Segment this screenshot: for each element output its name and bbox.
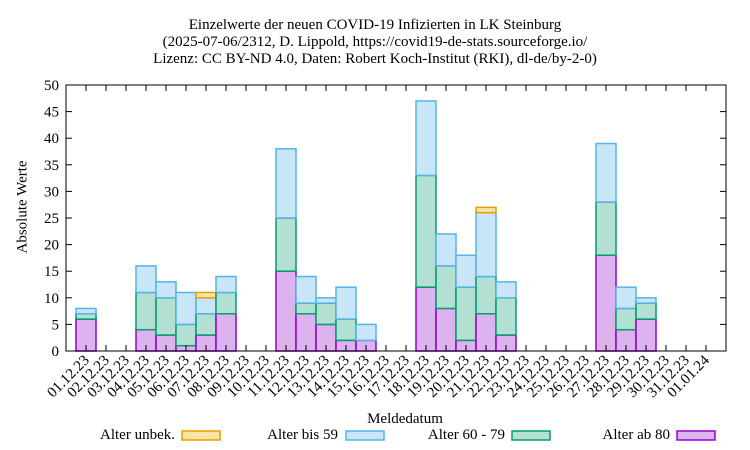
bar-28.12.23-series-1: [615, 307, 637, 331]
bar-04.12.23-series-2: [135, 265, 157, 294]
bar-19.12.23-series-1: [435, 265, 457, 310]
legend-label-unknown: Alter unbek.: [100, 427, 175, 443]
y-axis-label: Absolute Werte: [14, 160, 31, 254]
bar-05.12.23-series-2: [155, 281, 177, 299]
bar-22.12.23-series-2: [495, 281, 517, 299]
bar-21.12.23-series-3: [475, 206, 497, 214]
legend-label-under-59: Alter bis 59: [267, 427, 338, 443]
legend-label-over-80: Alter ab 80: [602, 427, 670, 443]
bar-08.12.23-series-1: [215, 291, 237, 315]
bar-19.12.23-series-2: [435, 233, 457, 267]
legend-swatch-3: [181, 430, 221, 441]
bar-21.12.23-series-2: [475, 211, 497, 278]
bar-21.12.23-series-1: [475, 275, 497, 315]
chart-title-line-2: (2025-07-06/2312, D. Lippold, https://co…: [162, 34, 588, 50]
bar-19.12.23-series-0: [435, 307, 457, 352]
chart-title-line-3: Lizenz: CC BY-ND 4.0, Daten: Robert Koch…: [153, 51, 597, 67]
y-tick-label: 30: [44, 184, 59, 200]
chart-title-line-1: Einzelwerte der neuen COVID-19 Infiziert…: [188, 17, 562, 33]
bar-29.12.23-series-1: [635, 302, 657, 320]
legend-swatch-2: [345, 430, 385, 441]
bar-06.12.23-series-2: [175, 291, 197, 326]
bar-06.12.23-series-1: [175, 323, 197, 347]
bar-13.12.23-series-2: [315, 297, 337, 304]
bar-11.12.23-series-0: [275, 270, 297, 352]
bar-18.12.23-series-1: [415, 174, 437, 288]
bar-18.12.23-series-2: [415, 100, 437, 177]
bar-07.12.23-series-3: [195, 291, 217, 299]
bar-20.12.23-series-2: [455, 254, 477, 288]
y-tick-label: 15: [44, 264, 59, 280]
bar-05.12.23-series-1: [155, 297, 177, 336]
legend-swatch-0: [676, 430, 716, 441]
bar-29.12.23-series-2: [635, 297, 657, 304]
bar-11.12.23-series-2: [275, 148, 297, 219]
bar-15.12.23-series-2: [355, 323, 377, 342]
bar-28.12.23-series-2: [615, 286, 637, 310]
y-tick-label: 50: [44, 78, 59, 94]
bar-27.12.23-series-2: [595, 142, 617, 203]
y-tick-label: 0: [52, 344, 60, 360]
y-tick-label: 5: [52, 317, 60, 333]
bar-18.12.23-series-0: [415, 286, 437, 352]
legend-swatch-1: [511, 430, 551, 441]
bar-07.12.23-series-2: [195, 297, 217, 315]
bar-20.12.23-series-1: [455, 286, 477, 342]
y-tick-label: 10: [44, 291, 59, 307]
x-axis-label: Meldedatum: [367, 411, 443, 427]
y-tick-label: 40: [44, 131, 59, 147]
bar-13.12.23-series-1: [315, 302, 337, 326]
bar-01.12.23-series-2: [75, 307, 97, 315]
bar-22.12.23-series-1: [495, 297, 517, 336]
legend-label-60-79: Alter 60 - 79: [427, 427, 505, 443]
y-tick-label: 35: [44, 158, 59, 174]
bar-12.12.23-series-2: [295, 275, 317, 304]
y-tick-label: 20: [44, 238, 59, 254]
y-tick-label: 25: [44, 211, 59, 227]
bar-12.12.23-series-1: [295, 302, 317, 315]
bar-11.12.23-series-1: [275, 217, 297, 272]
bar-01.12.23-series-1: [75, 313, 97, 320]
y-tick-label: 45: [44, 105, 59, 121]
bar-27.12.23-series-1: [595, 201, 617, 256]
bar-04.12.23-series-1: [135, 291, 157, 331]
bar-14.12.23-series-2: [335, 286, 357, 320]
bar-08.12.23-series-2: [215, 275, 237, 294]
bar-27.12.23-series-0: [595, 254, 617, 352]
bar-14.12.23-series-1: [335, 318, 357, 342]
bar-07.12.23-series-1: [195, 313, 217, 336]
